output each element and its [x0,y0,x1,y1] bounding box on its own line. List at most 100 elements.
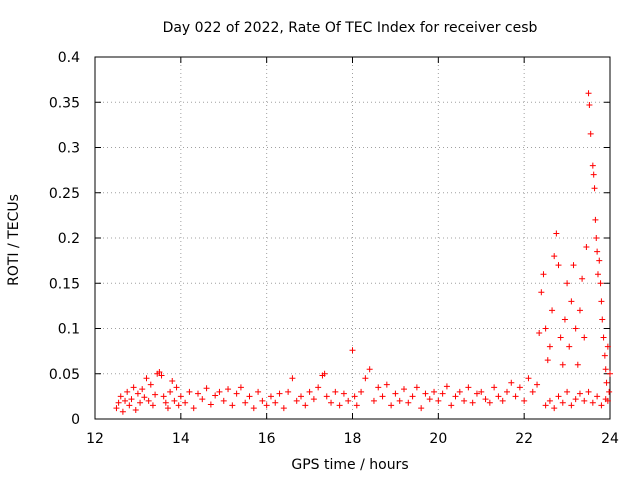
data-point [164,405,171,412]
data-point [366,366,373,373]
data-point [175,402,182,409]
data-point [508,379,515,386]
data-point [581,334,588,341]
x-tick-label: 16 [258,431,276,447]
data-point [594,248,601,255]
data-point [589,399,596,406]
y-tick-label: 0.3 [58,141,80,157]
data-point [289,375,296,382]
data-point [195,390,201,397]
data-point [564,280,571,287]
data-point [117,393,124,400]
data-point [418,405,425,412]
data-point [604,397,611,404]
data-point [396,397,403,404]
data-point [592,216,599,223]
data-point [349,347,356,354]
data-point [469,399,476,406]
data-point [478,388,485,395]
data-point [600,334,607,341]
data-point [602,366,609,373]
data-point [280,405,287,412]
data-point [546,343,553,350]
data-point [572,325,579,332]
data-point [177,393,184,400]
data-point [555,393,562,400]
data-point [512,393,519,400]
data-point [551,405,558,412]
data-point [504,388,510,395]
data-point [538,289,545,296]
data-point [113,405,120,412]
data-point [225,386,232,393]
data-point [555,262,562,269]
data-point [162,399,169,406]
data-point [422,390,429,397]
y-tick-label: 0 [71,412,80,428]
data-point [375,384,382,391]
data-point [579,275,586,282]
data-point [143,375,150,382]
data-point [473,390,480,397]
x-tick-label: 18 [344,431,362,447]
data-point [220,397,227,404]
data-point [233,390,240,397]
data-point [321,370,328,377]
data-point [237,384,244,391]
data-point [576,307,583,314]
data-point [158,372,165,379]
data-point [521,397,528,404]
data-point [362,375,369,382]
data-point [383,381,390,388]
chart-title: Day 022 of 2022, Rate Of TEC Index for r… [163,20,538,36]
data-point [590,171,597,178]
data-point [358,388,365,395]
data-point [207,401,214,408]
data-point [124,388,131,395]
data-point [572,396,579,403]
data-point [594,393,601,400]
data-point [448,402,455,409]
data-point [255,388,262,395]
data-point [536,330,543,337]
data-point [561,316,568,323]
data-point [482,396,489,403]
data-point [542,402,549,409]
data-point [409,393,416,400]
data-point [212,392,219,399]
x-tick-label: 20 [429,431,447,447]
data-point [182,399,189,406]
data-point [596,257,603,264]
data-point [152,391,159,398]
data-point [147,381,154,388]
data-point [597,280,604,287]
data-point [591,185,598,192]
data-point [461,397,468,404]
data-point [593,235,600,241]
data-point [413,384,420,391]
data-point [169,377,176,384]
data-point [370,397,377,404]
y-tick-label: 0.25 [49,186,80,202]
data-point [542,325,549,332]
data-point [431,388,438,395]
data-point [128,396,135,403]
data-point [340,390,347,397]
data-point [323,393,330,400]
data-point [229,402,236,409]
data-point [141,394,148,401]
data-point [145,397,152,404]
x-axis-label: GPS time / hours [291,457,408,473]
data-point [306,388,313,395]
data-point [529,388,536,395]
data-point [491,384,498,391]
data-point [604,343,611,350]
data-points [113,90,613,415]
data-point [452,393,459,400]
data-point [242,399,249,406]
data-point [439,390,446,397]
axis-ticks [94,56,611,420]
data-point [568,298,575,305]
data-point [293,397,300,404]
